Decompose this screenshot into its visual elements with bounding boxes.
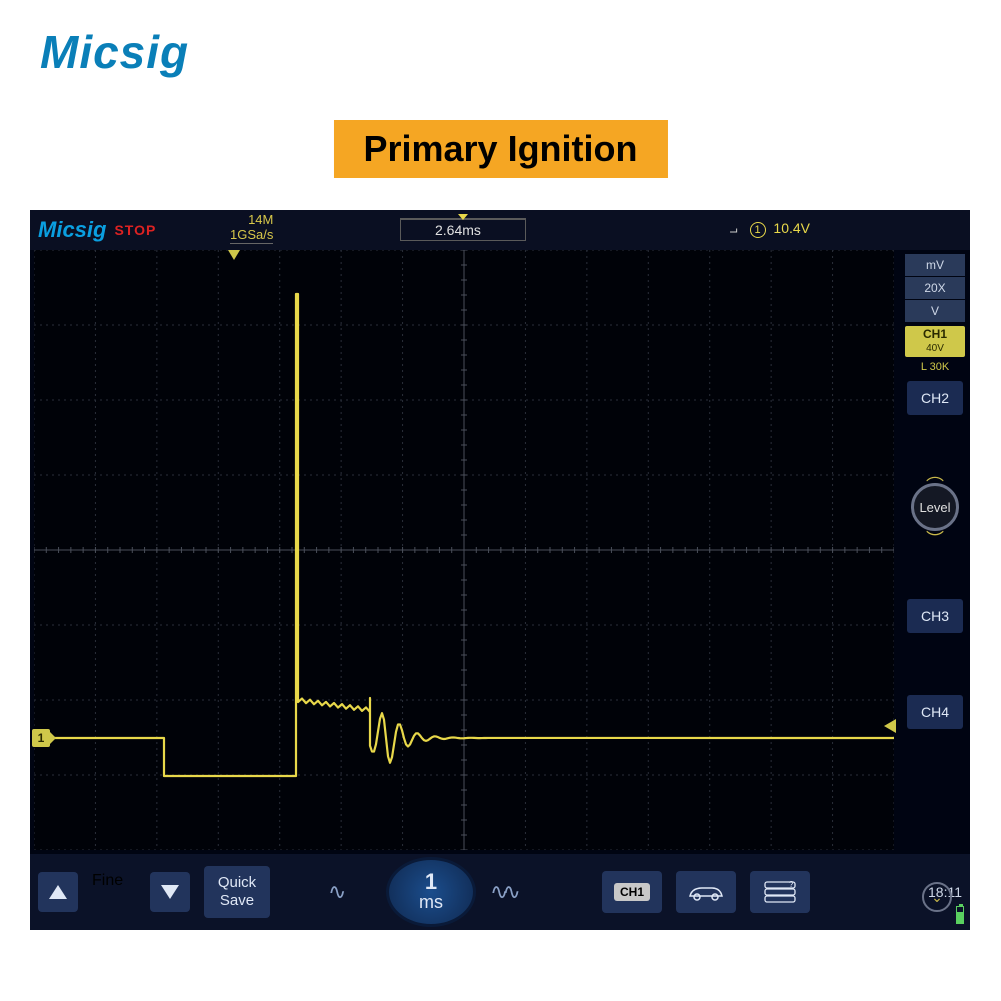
fine-up-button[interactable] bbox=[38, 872, 78, 912]
unit-v-button[interactable]: V bbox=[905, 300, 965, 322]
ch1-button[interactable]: CH1 40V bbox=[905, 326, 965, 357]
triangle-up-icon bbox=[49, 885, 67, 899]
timebase-knob[interactable]: 1 ms bbox=[386, 857, 476, 927]
level-down-icon[interactable]: ︶ bbox=[909, 533, 961, 547]
level-control[interactable]: ︵ Level ︶ bbox=[909, 467, 961, 547]
page-title: Primary Ignition bbox=[333, 120, 667, 178]
ch3-button[interactable]: CH3 bbox=[907, 599, 963, 633]
sample-rate: 1GSa/s bbox=[230, 227, 273, 242]
chevron-down-icon: ⌄ bbox=[931, 889, 943, 906]
ch1-bandwidth: L 30K bbox=[900, 361, 970, 373]
side-panel: mV 20X V CH1 40V L 30K CH2 ︵ Level ︶ CH3… bbox=[900, 250, 970, 850]
trigger-level: 10.4V bbox=[773, 220, 810, 236]
fine-label[interactable]: Fine bbox=[92, 872, 136, 912]
bottom-toolbar: Fine Quick Save ∿ 1 ms ∿∿ CH1 bbox=[30, 854, 970, 930]
timebase-value: 1 bbox=[425, 872, 437, 892]
trigger-level-arrow[interactable] bbox=[884, 719, 896, 733]
time-zero-marker[interactable] bbox=[228, 250, 240, 260]
fine-down-button[interactable] bbox=[150, 872, 190, 912]
car-icon bbox=[686, 882, 726, 902]
scope-brand-logo: Micsig bbox=[38, 217, 106, 243]
ch4-button[interactable]: CH4 bbox=[907, 695, 963, 729]
channel-select-button[interactable]: CH1 bbox=[602, 871, 662, 913]
probe-button[interactable]: 20X bbox=[905, 277, 965, 299]
waveform-grid[interactable]: 1 bbox=[34, 250, 894, 850]
triangle-down-icon bbox=[161, 885, 179, 899]
grid-svg bbox=[34, 250, 894, 850]
quick-save-button[interactable]: Quick Save bbox=[204, 866, 270, 918]
trigger-channel: 1 bbox=[750, 222, 766, 238]
ch1-ground-marker[interactable]: 1 bbox=[32, 729, 50, 747]
ch1-label: CH1 bbox=[923, 327, 947, 341]
oscilloscope-screen: Micsig STOP 14M 1GSa/s 2.64ms ⨼ 1 10.4V … bbox=[30, 210, 970, 930]
quick-save-label: Quick Save bbox=[204, 874, 270, 910]
menu-dropdown-button[interactable]: ⌄ bbox=[922, 882, 952, 912]
memory-depth: 14M bbox=[230, 212, 273, 227]
storage-icon: ? bbox=[763, 880, 797, 904]
storage-button[interactable]: ? bbox=[750, 871, 810, 913]
trigger-info[interactable]: ⨼ 1 10.4V bbox=[729, 220, 810, 238]
brand-logo: Micsig bbox=[40, 25, 189, 79]
level-up-icon[interactable]: ︵ bbox=[909, 467, 961, 481]
battery-icon bbox=[956, 906, 964, 924]
level-knob[interactable]: Level bbox=[911, 483, 959, 531]
acquisition-status: STOP bbox=[114, 222, 156, 238]
trigger-edge-icon: ⨼ bbox=[729, 220, 737, 236]
timebase-slower-icon[interactable]: ∿ bbox=[328, 879, 372, 905]
scope-topbar: Micsig STOP 14M 1GSa/s 2.64ms ⨼ 1 10.4V bbox=[30, 210, 970, 250]
ch2-button[interactable]: CH2 bbox=[907, 381, 963, 415]
timebase-unit: ms bbox=[419, 892, 443, 912]
timebase-faster-icon[interactable]: ∿∿ bbox=[490, 879, 534, 905]
ch-pill: CH1 bbox=[614, 883, 650, 901]
time-position-box[interactable]: 2.64ms bbox=[400, 218, 526, 241]
memory-info: 14M 1GSa/s bbox=[230, 212, 273, 244]
svg-text:?: ? bbox=[789, 880, 794, 889]
ch1-vdiv: 40V bbox=[926, 343, 944, 354]
auto-preset-button[interactable] bbox=[676, 871, 736, 913]
vertical-unit-stack: mV 20X V bbox=[905, 254, 965, 322]
unit-mv-button[interactable]: mV bbox=[905, 254, 965, 276]
